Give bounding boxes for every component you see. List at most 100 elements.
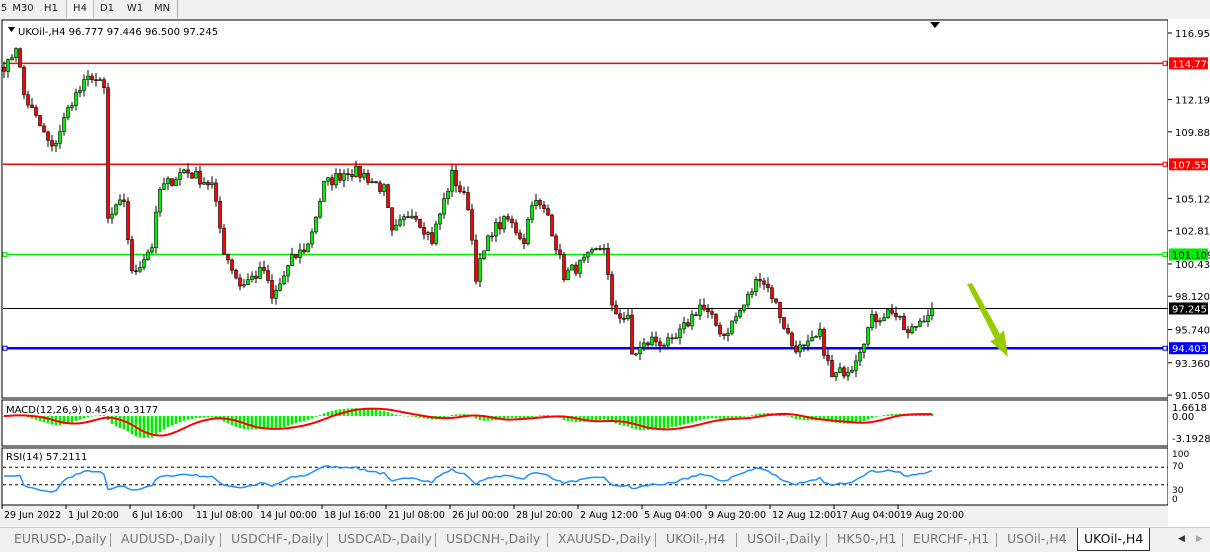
chart-tab[interactable]: UKOil-,H4 [666, 531, 726, 546]
candle [606, 242, 610, 281]
candle [598, 245, 602, 251]
time-label: 26 Jul 00:00 [452, 510, 509, 521]
macd-bar [186, 416, 190, 420]
candle [746, 291, 750, 310]
macd-bar [158, 416, 162, 433]
level-price-tag [1169, 57, 1208, 70]
macd-bar [662, 416, 666, 429]
macd-bar [634, 416, 638, 430]
chart-tab[interactable]: USDCHF-,Daily [231, 531, 324, 546]
level-handle[interactable] [2, 251, 8, 257]
chart-shift-marker-icon[interactable] [930, 22, 940, 28]
chart-tab[interactable]: XAUUSD-,Daily [558, 531, 652, 546]
candle [466, 186, 470, 211]
tab-separator [220, 533, 221, 547]
macd-bar [198, 416, 202, 418]
macd-bar [294, 416, 298, 424]
scroll-left-icon[interactable]: ◀ [1178, 534, 1185, 544]
chart-tab[interactable]: AUDUSD-,Daily [121, 531, 216, 546]
rsi-pane[interactable] [1, 447, 1169, 506]
candle [414, 211, 418, 223]
candle [490, 231, 494, 242]
candle [418, 218, 422, 229]
candle [458, 181, 462, 194]
macd-bar [182, 416, 186, 421]
candle [574, 261, 578, 276]
macd-bar [498, 416, 502, 420]
tab-separator [110, 533, 111, 547]
chart-tab[interactable]: USOil-,H4 [1007, 531, 1067, 546]
candle [438, 212, 442, 231]
candle [402, 213, 406, 227]
level-handle[interactable] [1162, 161, 1168, 167]
timeframe-h1[interactable]: H1 [44, 3, 58, 14]
chart-tab[interactable]: USDCAD-,Daily [338, 531, 432, 546]
candle [302, 243, 306, 254]
main-pane[interactable] [1, 19, 1169, 399]
chart-tab[interactable]: USDCNH-,Daily [446, 531, 541, 546]
chart-tab[interactable]: EURCHF-,H1 [913, 531, 990, 546]
macd-bar [306, 416, 310, 420]
timeframe-mn[interactable]: MN [153, 3, 171, 14]
macd-bar [286, 416, 290, 426]
scroll-right-icon[interactable]: ▶ [1196, 534, 1203, 544]
level-handle[interactable] [1162, 251, 1168, 257]
tab-separator [547, 533, 548, 547]
tab-separator [655, 533, 656, 547]
candle [566, 267, 570, 281]
macd-bar [354, 408, 358, 416]
time-label: 17 Aug 04:00 [836, 510, 900, 521]
level-handle[interactable] [1162, 345, 1168, 351]
candle [166, 176, 170, 191]
time-label: 6 Jul 16:00 [132, 510, 183, 521]
timeframe-d1[interactable]: D1 [99, 3, 115, 14]
timeframe-m30[interactable]: M30 [12, 3, 34, 14]
candle [690, 310, 694, 330]
candle [602, 243, 606, 254]
candle [446, 187, 450, 205]
macd-bar [786, 416, 790, 417]
chart-tab[interactable]: USOil-,Daily [747, 531, 821, 546]
macd-bar [518, 416, 522, 419]
candle [366, 169, 370, 186]
candle [18, 47, 22, 68]
macd-bar [406, 416, 410, 417]
candle [478, 252, 482, 288]
macd-bar [42, 416, 46, 423]
candle [98, 77, 102, 81]
timeframe-5[interactable]: 5 [0, 3, 8, 14]
candle [902, 312, 906, 330]
macd-bar [486, 416, 490, 421]
timeframe-w1[interactable]: W1 [126, 3, 144, 14]
time-label: 14 Jul 00:00 [260, 510, 317, 521]
candle [158, 186, 162, 217]
chart-tab[interactable]: HK50-,H1 [837, 531, 897, 546]
macd-bar [310, 416, 314, 419]
candle [758, 273, 762, 288]
macd-bar [734, 416, 738, 419]
macd-bar [674, 416, 678, 427]
chart-window[interactable]: 114.779 107.558 101.109 94.403 97.245 116.95… [0, 19, 1210, 527]
collapse-triangle-icon[interactable] [8, 27, 15, 32]
timeframe-h4[interactable]: H4 [66, 0, 94, 18]
candle [262, 260, 266, 274]
level-handle[interactable] [1162, 60, 1168, 66]
level-handle[interactable] [2, 345, 8, 351]
macd-bar [278, 416, 282, 428]
candle [266, 264, 270, 284]
candle [654, 331, 658, 347]
macd-bar [834, 416, 838, 423]
chart-tab[interactable]: UKOil-,H4 [1077, 528, 1151, 551]
macd-bar [210, 416, 214, 418]
candle [310, 228, 314, 248]
candle [522, 233, 526, 250]
macd-label: MACD(12,26,9) 0.4543 0.3177 [6, 405, 158, 416]
candle [242, 278, 246, 288]
candle [234, 268, 238, 280]
chart-tab[interactable]: EURUSD-,Daily [14, 531, 107, 546]
candle [862, 343, 866, 359]
macd-bar [562, 416, 566, 420]
macd-bar [726, 416, 730, 420]
candle [894, 306, 898, 321]
tab-separator [327, 533, 328, 547]
